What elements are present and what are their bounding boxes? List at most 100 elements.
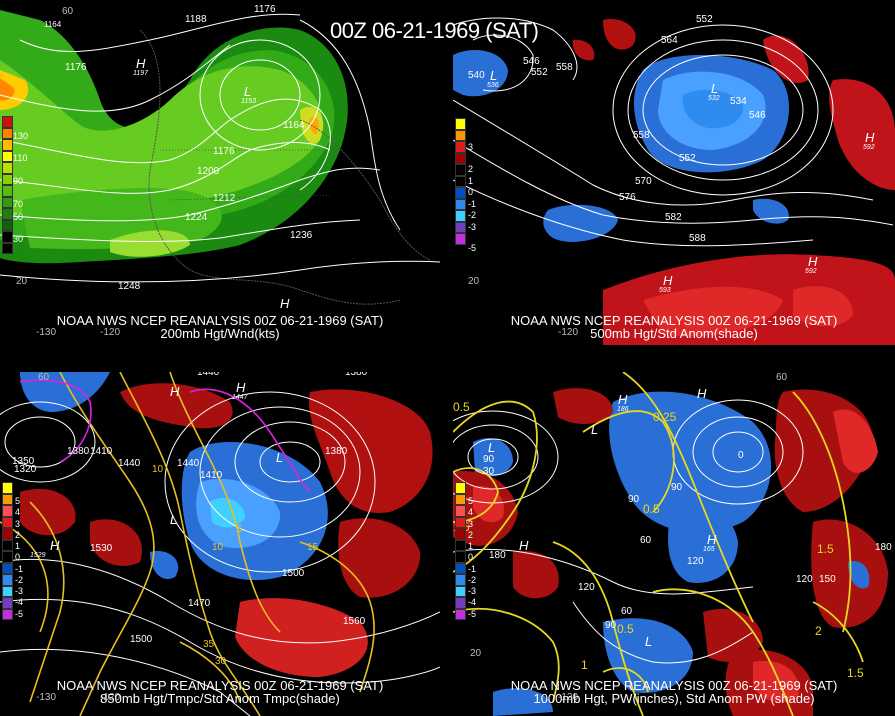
center-H: H <box>280 296 290 311</box>
legend-label: -2 <box>468 210 477 220</box>
legend-850mb <box>2 482 13 620</box>
contour-label: 1164 <box>283 120 305 131</box>
legend-label: -5 <box>468 609 477 619</box>
contour-label: 1500 <box>282 568 305 579</box>
center-value: 165 <box>703 546 715 553</box>
legend-label: -4 <box>15 597 24 607</box>
contour-label: 30 <box>483 466 495 477</box>
center-value: 532 <box>708 95 720 102</box>
legend-label: -2 <box>468 575 477 585</box>
legend-label: -1 <box>15 564 24 574</box>
contour-label: 120 <box>578 582 595 593</box>
contour-label: 1.5 <box>817 542 834 556</box>
contour-label: 1530 <box>90 543 113 554</box>
center-L: L <box>276 450 284 465</box>
panel-subtitle: 850mb Hgt/Tmpc/Std Anom Tmpc(shade) <box>100 691 340 706</box>
contour-label: 552 <box>531 67 548 78</box>
lat-label: 60 <box>776 372 788 383</box>
lon-label: -130 <box>36 692 57 703</box>
contour-label: 1560 <box>343 616 366 627</box>
center-value: 1197 <box>133 70 149 77</box>
panel-title: NOAA NWS NCEP REANALYSIS 00Z 06-21-1969 … <box>510 678 838 693</box>
contour-label: 35 <box>203 639 215 650</box>
contour-label: 582 <box>665 212 682 223</box>
legend-label: -1 <box>468 199 477 209</box>
contour-label: 5 <box>237 524 243 535</box>
center-H: H <box>136 56 146 71</box>
contour-label: 558 <box>633 130 650 141</box>
main-title: 00Z 06-21-1969 (SAT) <box>330 18 539 43</box>
lat-label: 20 <box>470 648 482 659</box>
legend-label: 130 <box>13 131 29 141</box>
panel-500mb: 20 -120 540 546 552 558 534 546 552 558 … <box>453 0 895 345</box>
legend-label: -5 <box>15 609 24 619</box>
contour-label: 0.25 <box>653 410 677 424</box>
center-value: 1529 <box>30 552 46 559</box>
contour-label: 1248 <box>118 281 141 292</box>
legend-label: -5 <box>468 243 477 253</box>
legend-label: 4 <box>468 507 474 517</box>
contour-label: 1164 <box>44 20 62 29</box>
contour-label: 534 <box>730 96 747 107</box>
panel-subtitle: 200mb Hgt/Wnd(kts) <box>160 326 280 341</box>
contour-label: 1176 <box>213 146 235 157</box>
lat-label: 60 <box>62 6 74 17</box>
contour-label: 576 <box>619 192 636 203</box>
contour-label: 1200 <box>197 166 220 177</box>
contour-label: 564 <box>661 35 678 46</box>
legend-label: -3 <box>15 586 24 596</box>
center-H: H <box>663 273 673 288</box>
lon-label: -120 <box>100 692 121 703</box>
center-value: 1447 <box>232 394 248 401</box>
contour-label: 15 <box>307 542 319 553</box>
map-1000mb <box>453 372 895 716</box>
legend-label: 0 <box>468 552 474 562</box>
lon-label: -120 <box>558 692 579 703</box>
legend-label: 30 <box>13 234 24 244</box>
panel-title: NOAA NWS NCEP REANALYSIS 00Z 06-21-1969 … <box>56 313 384 328</box>
legend-label: 1 <box>15 541 21 551</box>
center-L: L <box>591 422 599 437</box>
contour-label: 552 <box>696 14 713 25</box>
lon-label: -120 <box>100 327 121 338</box>
center-L: L <box>488 440 496 455</box>
center-value: 536 <box>487 82 499 89</box>
contour-label: 90 <box>671 482 683 493</box>
panel-subtitle: 1000mb Hgt, PW(inches), Std Anom PW (sha… <box>533 691 815 706</box>
legend-label: 50 <box>13 212 24 222</box>
contour-label: 1440 <box>177 458 200 469</box>
contour-label: 1224 <box>185 212 208 223</box>
center-value: 592 <box>863 144 875 151</box>
legend-label: 110 <box>13 153 28 163</box>
panel-title: NOAA NWS NCEP REANALYSIS 00Z 06-21-1969 … <box>56 678 384 693</box>
legend-label: 1 <box>468 541 474 551</box>
contour-label: 1380 <box>67 446 90 457</box>
legend-label: -3 <box>468 586 477 596</box>
contour-label: 1212 <box>213 193 236 204</box>
contour-label: 0.5 <box>453 400 470 414</box>
contour-label: 1 <box>581 658 588 672</box>
contour-label: 546 <box>749 110 766 121</box>
legend-label: 3 <box>15 519 21 529</box>
contour-label: 1350 <box>12 456 35 467</box>
map-500mb <box>453 0 895 345</box>
legend-label: -3 <box>468 222 477 232</box>
legend-label: 4 <box>15 507 21 517</box>
legend-label: 2 <box>468 530 474 540</box>
legend-200mb <box>2 116 13 254</box>
contour-label: 588 <box>689 233 706 244</box>
contour-label: 1410 <box>200 470 223 481</box>
center-H: H <box>865 130 875 145</box>
contour-label: 60 <box>621 606 633 617</box>
legend-label: -2 <box>15 575 24 585</box>
contour-label: 540 <box>468 70 485 81</box>
panel-850mb: 60 -130 -120 1440 1380 1350 1320 1380 14… <box>0 372 440 716</box>
lon-label: -130 <box>36 327 57 338</box>
center-L: L <box>645 634 653 649</box>
contour-label: 0.5 <box>643 502 660 516</box>
contour-label: 90 <box>628 494 640 505</box>
contour-label: 90 <box>483 454 495 465</box>
center-L: L <box>490 68 498 83</box>
contour-label: 90 <box>605 620 617 631</box>
contour-label: 1380 <box>325 446 348 457</box>
